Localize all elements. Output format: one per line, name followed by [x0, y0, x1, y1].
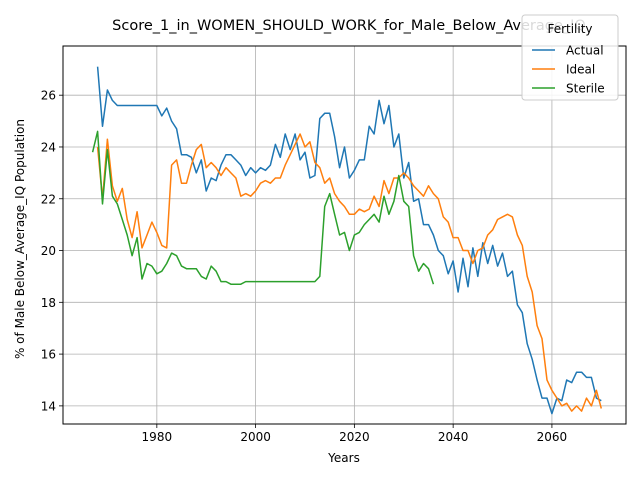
chart-title: Score_1_in_WOMEN_SHOULD_WORK_for_Male_Be…	[112, 18, 586, 34]
y-tick-label: 22	[41, 192, 56, 206]
series-lines	[91, 66, 603, 415]
y-tick-label: 14	[41, 399, 56, 413]
x-tick-label: 2040	[438, 430, 469, 444]
y-tick-label: 24	[41, 140, 56, 154]
x-tick-label: 1980	[142, 430, 173, 444]
y-tick-label: 26	[41, 89, 56, 103]
y-tick-label: 16	[41, 348, 56, 362]
axis-ticks: 1980 2000 2020 2040 2060 14 16 18 20 22 24 26	[41, 89, 567, 444]
legend: Fertility Actual Ideal Sterile	[521, 14, 619, 101]
x-tick-label: 2020	[339, 430, 370, 444]
legend-label-sterile: Sterile	[566, 82, 605, 96]
series-line-actual	[96, 66, 602, 415]
legend-label-ideal: Ideal	[566, 63, 595, 77]
axes-frame	[62, 45, 627, 425]
y-tick-label: 20	[41, 244, 56, 258]
series-line-sterile	[91, 130, 435, 285]
legend-entries: Actual Ideal Sterile	[532, 44, 605, 96]
legend-box	[521, 14, 619, 101]
x-tick-label: 2060	[537, 430, 568, 444]
y-tick-label: 18	[41, 296, 56, 310]
x-tick-label: 2000	[240, 430, 271, 444]
y-axis-label: % of Male Below_Average_IQ Population	[13, 119, 27, 359]
series-line-ideal	[96, 133, 603, 412]
x-axis-label: Years	[327, 451, 360, 465]
legend-title: Fertility	[547, 22, 592, 36]
legend-label-actual: Actual	[566, 44, 604, 58]
